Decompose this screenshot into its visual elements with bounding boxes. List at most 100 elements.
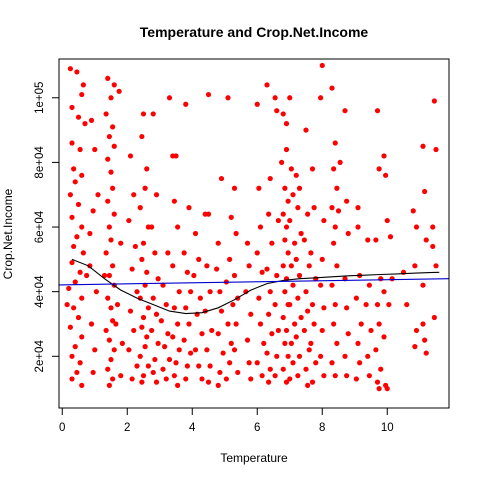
data-point	[257, 321, 264, 327]
data-point	[139, 324, 145, 330]
data-point	[298, 314, 304, 321]
data-point	[139, 379, 145, 385]
data-point	[184, 269, 190, 275]
data-point	[150, 295, 156, 301]
data-point	[140, 111, 147, 117]
data-point	[139, 133, 145, 140]
data-point	[321, 373, 327, 379]
data-point	[357, 360, 363, 366]
data-point	[79, 172, 85, 178]
data-point	[319, 256, 325, 262]
data-point	[155, 340, 161, 346]
data-point	[87, 230, 93, 237]
data-point	[69, 376, 75, 382]
data-point	[332, 301, 338, 308]
data-point	[175, 321, 181, 327]
data-point	[235, 369, 241, 376]
data-point	[329, 360, 335, 366]
data-point	[110, 318, 116, 324]
data-point	[144, 269, 150, 275]
data-point	[145, 305, 151, 311]
x-tick-label: 6	[254, 422, 260, 434]
data-point	[305, 211, 311, 217]
data-point	[342, 353, 348, 359]
data-point	[108, 237, 114, 243]
data-point	[283, 146, 290, 153]
data-point	[80, 82, 86, 88]
data-point	[106, 272, 112, 279]
data-point	[119, 340, 125, 346]
data-point	[111, 143, 117, 149]
data-point	[90, 369, 96, 376]
data-point	[376, 166, 382, 172]
data-point	[137, 353, 143, 359]
data-point	[280, 263, 286, 269]
data-point	[71, 243, 77, 250]
data-point	[248, 376, 254, 382]
data-point	[363, 301, 369, 308]
data-point	[227, 360, 233, 366]
data-point	[217, 369, 223, 376]
regression-line	[58, 278, 450, 286]
data-point	[279, 159, 285, 166]
data-point	[285, 198, 291, 204]
data-point	[106, 224, 112, 230]
data-point	[269, 331, 275, 337]
data-point	[75, 314, 82, 321]
data-point	[378, 366, 384, 372]
data-point	[228, 214, 234, 220]
data-point	[80, 250, 86, 256]
data-point	[176, 347, 182, 353]
data-point	[88, 321, 95, 327]
data-point	[295, 373, 301, 379]
data-point	[132, 243, 138, 250]
data-point	[175, 382, 181, 388]
data-point	[145, 363, 151, 369]
data-point	[149, 224, 155, 230]
data-point	[231, 185, 238, 191]
data-point	[420, 282, 426, 288]
data-point	[259, 269, 265, 275]
data-point	[376, 321, 382, 327]
data-point	[288, 263, 294, 269]
data-point	[218, 175, 225, 182]
data-point	[410, 208, 416, 214]
data-point	[374, 301, 381, 308]
data-point	[373, 237, 379, 243]
data-point	[152, 356, 158, 363]
data-point	[386, 301, 392, 308]
data-point	[215, 382, 221, 388]
data-point	[134, 289, 140, 295]
data-point	[287, 301, 293, 308]
data-point	[344, 373, 350, 379]
data-point	[204, 263, 210, 269]
data-point	[413, 224, 420, 230]
data-point	[114, 301, 121, 308]
data-point	[171, 373, 177, 379]
data-point	[153, 379, 160, 385]
data-point	[280, 314, 286, 321]
data-point	[223, 376, 229, 382]
data-point	[218, 308, 225, 314]
data-point	[215, 240, 221, 246]
data-point	[256, 185, 262, 191]
data-point	[111, 347, 117, 353]
data-point	[422, 337, 428, 343]
data-point	[129, 376, 135, 382]
data-point	[389, 276, 395, 282]
data-point	[283, 121, 290, 127]
data-point	[162, 344, 168, 350]
data-point	[301, 237, 307, 243]
data-point	[308, 340, 314, 346]
data-point	[332, 140, 338, 146]
data-point	[233, 230, 239, 237]
fit-lines	[58, 258, 450, 315]
data-point	[366, 282, 372, 288]
data-point	[110, 263, 116, 269]
data-point	[84, 272, 90, 279]
data-point	[292, 240, 298, 246]
data-point	[163, 301, 169, 308]
data-point	[254, 250, 260, 256]
data-point	[134, 363, 140, 369]
data-point	[282, 289, 288, 295]
